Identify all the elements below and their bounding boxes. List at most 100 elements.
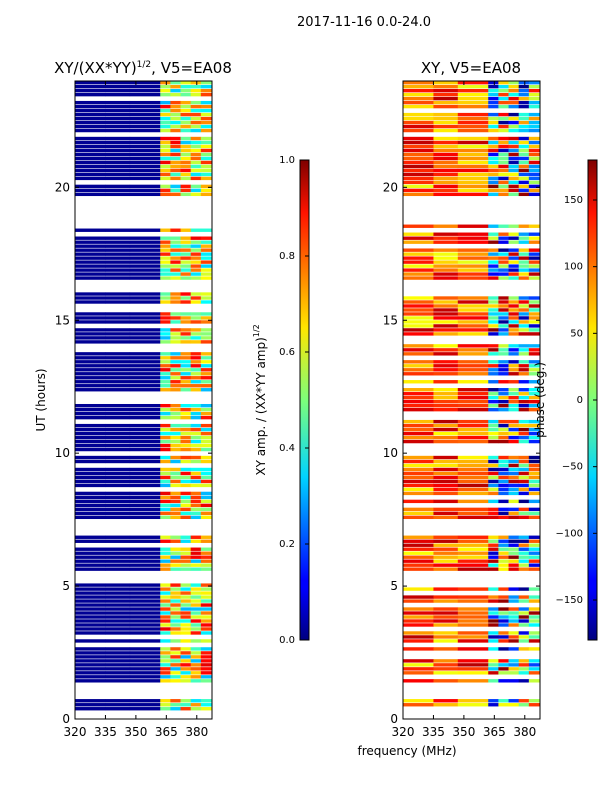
heatmap-cell [180, 495, 191, 500]
heatmap-cell [180, 403, 191, 408]
heatmap-cell [75, 228, 106, 232]
heatmap-cell [160, 364, 171, 368]
heatmap-cell [200, 555, 213, 559]
heatmap-cell [403, 479, 434, 484]
heatmap-cell [528, 491, 541, 496]
heatmap-cell [403, 136, 434, 141]
heatmap-cell [518, 224, 530, 228]
heatmap-cell [105, 292, 131, 296]
heatmap-cell [190, 296, 202, 300]
heatmap-cell [129, 603, 161, 607]
heatmap-cell [528, 88, 541, 93]
heatmap-cell [105, 116, 131, 121]
heatmap-cell [105, 535, 131, 539]
heatmap-cell [403, 439, 434, 444]
heatmap-cell [508, 663, 519, 667]
phase-colorbar-label: phase (deg.) [533, 362, 547, 438]
heatmap-cell [403, 471, 434, 476]
heatmap-cell [528, 84, 541, 89]
heatmap-cell [170, 136, 181, 141]
heatmap-cell [190, 499, 202, 504]
heatmap-cell [508, 380, 519, 384]
heatmap-cell [518, 431, 530, 436]
heatmap-cell [488, 427, 499, 432]
heatmap-cell [433, 148, 459, 153]
heatmap-cell [518, 396, 530, 400]
heatmap-cell [200, 631, 213, 635]
heatmap-cell [508, 252, 519, 256]
heatmap-cell [75, 356, 106, 360]
heatmap-cell [528, 124, 541, 129]
heatmap-cell [528, 623, 541, 627]
heatmap-cell [457, 555, 489, 559]
heatmap-cell [190, 240, 202, 244]
heatmap-cell [498, 671, 509, 675]
heatmap-cell [508, 268, 519, 272]
heatmap-cell [457, 104, 489, 109]
heatmap-cell [508, 176, 519, 181]
heatmap-cell [129, 455, 161, 460]
heatmap-cell [190, 415, 202, 420]
heatmap-cell [190, 164, 202, 169]
heatmap-cell [518, 647, 530, 651]
heatmap-cell [180, 168, 191, 173]
heatmap-cell [105, 372, 131, 376]
heatmap-cell [105, 427, 131, 432]
heatmap-cell [488, 663, 499, 667]
heatmap-cell [433, 120, 459, 125]
y-tick-label: 10 [383, 446, 398, 460]
heatmap-cell [129, 671, 161, 675]
heatmap-cell [160, 148, 171, 153]
heatmap-cell [433, 184, 459, 189]
heatmap-cell [200, 240, 213, 244]
heatmap-cell [160, 583, 171, 587]
heatmap-cell [508, 256, 519, 260]
heatmap-cell [180, 539, 191, 543]
heatmap-cell [403, 240, 434, 244]
heatmap-cell [528, 120, 541, 125]
heatmap-cell [180, 615, 191, 619]
heatmap-cell [190, 244, 202, 248]
heatmap-cell [403, 615, 434, 619]
heatmap-cell [488, 140, 499, 145]
heatmap-cell [75, 603, 106, 607]
heatmap-cell [170, 495, 181, 500]
heatmap-cell [170, 595, 181, 599]
heatmap-cell [457, 427, 489, 432]
heatmap-cell [160, 703, 171, 707]
heatmap-cell [200, 435, 213, 440]
heatmap-cell [457, 148, 489, 153]
heatmap-cell [403, 483, 434, 488]
heatmap-cell [457, 344, 489, 348]
colorbar-tick-label: −150 [556, 595, 583, 606]
heatmap-cell [488, 607, 499, 611]
heatmap-cell [200, 539, 213, 543]
heatmap-cell [129, 651, 161, 655]
heatmap-cell [518, 555, 530, 559]
heatmap-cell [160, 128, 171, 133]
heatmap-cell [528, 96, 541, 101]
heatmap-cell [528, 160, 541, 165]
heatmap-cell [170, 260, 181, 264]
heatmap-cell [498, 188, 509, 193]
heatmap-cell [180, 407, 191, 412]
heatmap-cell [498, 268, 509, 272]
heatmap-cell [488, 471, 499, 476]
heatmap-cell [518, 308, 530, 312]
heatmap-cell [518, 168, 530, 173]
heatmap-cell [200, 431, 213, 436]
heatmap-cell [457, 156, 489, 161]
heatmap-cell [403, 372, 434, 376]
heatmap-cell [129, 623, 161, 627]
heatmap-cell [129, 312, 161, 316]
heatmap-cell [190, 495, 202, 500]
heatmap-cell [457, 236, 489, 240]
heatmap-cell [488, 703, 499, 707]
heatmap-cell [160, 380, 171, 384]
heatmap-cell [190, 623, 202, 627]
heatmap-cell [75, 112, 106, 117]
heatmap-cell [160, 707, 171, 711]
heatmap-cell [190, 276, 202, 280]
heatmap-cell [75, 587, 106, 591]
heatmap-cell [457, 260, 489, 264]
